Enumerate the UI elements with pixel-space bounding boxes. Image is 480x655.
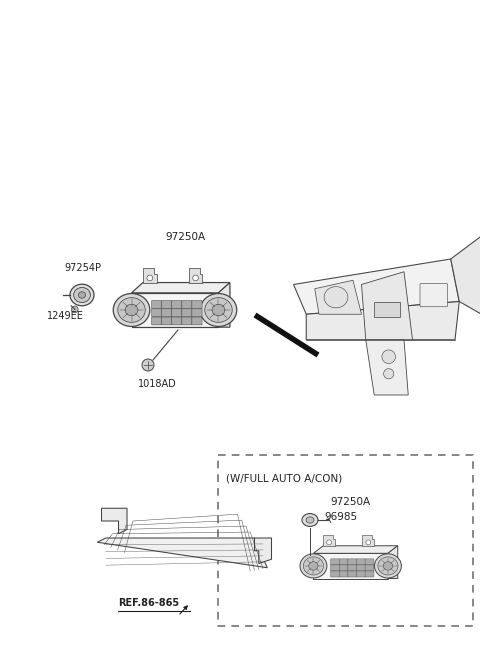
FancyBboxPatch shape [357,565,365,571]
Text: 96985: 96985 [324,512,357,522]
FancyBboxPatch shape [192,309,202,316]
Polygon shape [143,269,156,282]
FancyBboxPatch shape [339,571,348,577]
Text: REF.86-865: REF.86-865 [118,598,179,608]
Polygon shape [101,508,127,534]
Text: 1018AD: 1018AD [138,379,177,389]
Ellipse shape [374,554,401,578]
Ellipse shape [113,293,150,326]
Ellipse shape [118,297,145,322]
FancyBboxPatch shape [365,571,374,577]
FancyBboxPatch shape [162,301,172,309]
FancyBboxPatch shape [152,301,162,309]
Ellipse shape [302,514,318,527]
FancyBboxPatch shape [152,309,162,316]
Polygon shape [323,535,335,546]
Polygon shape [315,280,361,314]
FancyBboxPatch shape [172,317,182,325]
Circle shape [147,275,153,281]
FancyBboxPatch shape [348,565,357,571]
FancyBboxPatch shape [218,455,473,626]
Polygon shape [189,269,203,282]
Polygon shape [313,546,398,553]
Ellipse shape [378,557,398,575]
FancyBboxPatch shape [192,301,202,309]
Circle shape [366,540,371,545]
Polygon shape [293,259,459,314]
Circle shape [382,350,396,364]
Ellipse shape [383,562,393,570]
FancyBboxPatch shape [162,309,172,316]
Ellipse shape [306,517,314,523]
Polygon shape [97,538,267,568]
Ellipse shape [205,297,232,322]
Polygon shape [218,282,230,327]
FancyBboxPatch shape [420,284,447,307]
FancyBboxPatch shape [152,317,162,325]
FancyBboxPatch shape [182,317,192,325]
Ellipse shape [200,293,237,326]
Polygon shape [132,282,230,293]
Text: 97250A: 97250A [165,232,205,242]
Circle shape [142,359,154,371]
Polygon shape [451,233,480,318]
Polygon shape [362,535,374,546]
Ellipse shape [73,288,90,303]
FancyBboxPatch shape [172,301,182,309]
FancyBboxPatch shape [331,571,339,577]
Circle shape [193,275,198,281]
FancyBboxPatch shape [374,301,400,317]
FancyBboxPatch shape [331,565,339,571]
Ellipse shape [125,304,138,316]
Polygon shape [254,538,272,563]
Ellipse shape [303,557,324,575]
Text: 97250A: 97250A [331,497,371,507]
FancyBboxPatch shape [162,317,172,325]
FancyBboxPatch shape [172,309,182,316]
Text: (W/FULL AUTO A/CON): (W/FULL AUTO A/CON) [227,473,343,483]
FancyBboxPatch shape [313,553,388,578]
FancyBboxPatch shape [365,565,374,571]
Circle shape [327,540,332,545]
Text: 1249EE: 1249EE [47,311,84,321]
FancyBboxPatch shape [348,559,357,565]
Polygon shape [388,546,398,578]
Ellipse shape [309,562,318,570]
Circle shape [72,306,78,312]
FancyBboxPatch shape [357,559,365,565]
FancyBboxPatch shape [132,293,218,327]
FancyBboxPatch shape [339,559,348,565]
Circle shape [384,369,394,379]
FancyBboxPatch shape [182,301,192,309]
Polygon shape [366,340,408,395]
Ellipse shape [324,287,348,308]
FancyBboxPatch shape [365,559,374,565]
Ellipse shape [70,284,94,306]
Ellipse shape [78,291,85,298]
Text: 97254P: 97254P [64,263,101,273]
Ellipse shape [212,304,225,316]
FancyBboxPatch shape [339,565,348,571]
Ellipse shape [300,554,327,578]
FancyBboxPatch shape [182,309,192,316]
FancyBboxPatch shape [348,571,357,577]
Polygon shape [361,272,412,340]
FancyBboxPatch shape [192,317,202,325]
FancyBboxPatch shape [357,571,365,577]
Polygon shape [306,301,459,340]
FancyBboxPatch shape [331,559,339,565]
